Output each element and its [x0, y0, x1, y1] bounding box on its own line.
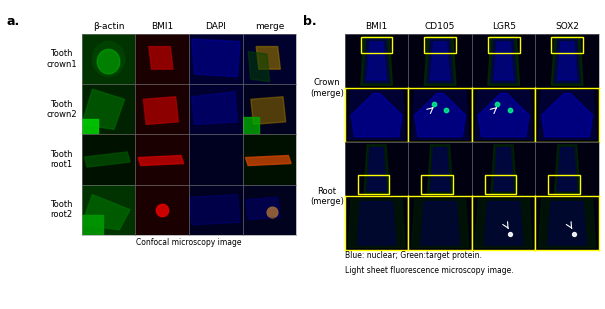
Polygon shape — [494, 147, 513, 191]
Text: Tooth
crown2: Tooth crown2 — [47, 99, 77, 119]
Text: Crown
(merge): Crown (merge) — [310, 78, 344, 98]
Polygon shape — [541, 93, 593, 137]
Bar — [488, 37, 520, 53]
Text: b.: b. — [302, 15, 316, 28]
Text: DAPI: DAPI — [206, 22, 226, 31]
Bar — [551, 37, 583, 53]
Point — [492, 102, 502, 107]
Polygon shape — [358, 201, 396, 245]
Polygon shape — [479, 93, 529, 137]
Polygon shape — [351, 93, 402, 137]
Polygon shape — [251, 97, 286, 125]
Text: a.: a. — [6, 15, 19, 28]
Bar — [485, 175, 516, 193]
Text: CD105: CD105 — [425, 22, 456, 31]
Polygon shape — [82, 119, 98, 134]
Polygon shape — [192, 39, 240, 77]
Polygon shape — [485, 201, 523, 245]
Polygon shape — [256, 47, 280, 69]
Polygon shape — [189, 195, 240, 225]
Polygon shape — [243, 185, 296, 235]
Text: β-actin: β-actin — [93, 22, 124, 31]
Polygon shape — [364, 145, 390, 193]
Polygon shape — [551, 37, 583, 85]
Polygon shape — [491, 145, 516, 193]
Text: Tooth
root2: Tooth root2 — [50, 200, 73, 219]
Bar — [548, 175, 580, 193]
Polygon shape — [243, 34, 296, 84]
Text: Tooth
crown1: Tooth crown1 — [47, 49, 77, 69]
Point — [157, 207, 167, 212]
Polygon shape — [82, 215, 103, 235]
Text: BMI1: BMI1 — [151, 22, 174, 31]
Point — [505, 107, 515, 112]
Polygon shape — [93, 41, 125, 77]
Text: Blue: nuclear; Green:target protein.: Blue: nuclear; Green:target protein. — [345, 251, 482, 260]
Text: SOX2: SOX2 — [555, 22, 579, 31]
Polygon shape — [348, 199, 405, 248]
Polygon shape — [494, 42, 513, 80]
Polygon shape — [82, 89, 125, 129]
Polygon shape — [361, 37, 393, 85]
Polygon shape — [189, 185, 243, 235]
Polygon shape — [243, 84, 296, 134]
Polygon shape — [367, 42, 386, 80]
Text: BMI1: BMI1 — [365, 22, 388, 31]
Polygon shape — [421, 201, 459, 245]
Polygon shape — [427, 39, 453, 83]
Text: LGR5: LGR5 — [492, 22, 515, 31]
Bar — [424, 37, 456, 53]
Polygon shape — [246, 155, 291, 166]
Point — [442, 107, 451, 112]
Polygon shape — [189, 34, 243, 84]
Point — [569, 232, 578, 237]
Text: Root
(merge): Root (merge) — [310, 187, 344, 206]
Polygon shape — [554, 39, 580, 83]
Polygon shape — [411, 91, 469, 139]
Polygon shape — [548, 201, 586, 245]
Polygon shape — [475, 91, 532, 139]
Polygon shape — [192, 92, 237, 125]
Bar — [358, 175, 390, 193]
Polygon shape — [431, 42, 450, 80]
Text: Tooth
root1: Tooth root1 — [50, 150, 73, 169]
Polygon shape — [538, 91, 596, 139]
Bar — [361, 37, 393, 53]
Polygon shape — [415, 93, 466, 137]
Polygon shape — [248, 52, 270, 82]
Bar — [421, 175, 453, 193]
Polygon shape — [143, 97, 178, 125]
Polygon shape — [97, 49, 120, 74]
Polygon shape — [348, 91, 405, 139]
Polygon shape — [488, 37, 520, 85]
Polygon shape — [243, 117, 259, 134]
Polygon shape — [538, 199, 596, 248]
Polygon shape — [411, 199, 469, 248]
Polygon shape — [367, 147, 386, 191]
Polygon shape — [149, 47, 173, 69]
Polygon shape — [475, 199, 532, 248]
Point — [505, 232, 515, 237]
Point — [267, 210, 277, 215]
Text: Light sheet fluorescence microscopy image.: Light sheet fluorescence microscopy imag… — [345, 266, 514, 275]
Polygon shape — [82, 195, 130, 230]
Polygon shape — [189, 84, 243, 134]
Polygon shape — [558, 42, 577, 80]
Polygon shape — [138, 155, 184, 166]
Polygon shape — [431, 147, 450, 191]
Polygon shape — [424, 37, 456, 85]
Text: merge: merge — [255, 22, 284, 31]
Text: Confocal microscopy image: Confocal microscopy image — [136, 238, 242, 247]
Polygon shape — [558, 147, 577, 191]
Polygon shape — [189, 134, 243, 185]
Polygon shape — [427, 145, 453, 193]
Polygon shape — [491, 39, 516, 83]
Polygon shape — [554, 145, 580, 193]
Point — [429, 102, 439, 107]
Polygon shape — [84, 152, 130, 167]
Polygon shape — [364, 39, 390, 83]
Polygon shape — [246, 197, 280, 220]
